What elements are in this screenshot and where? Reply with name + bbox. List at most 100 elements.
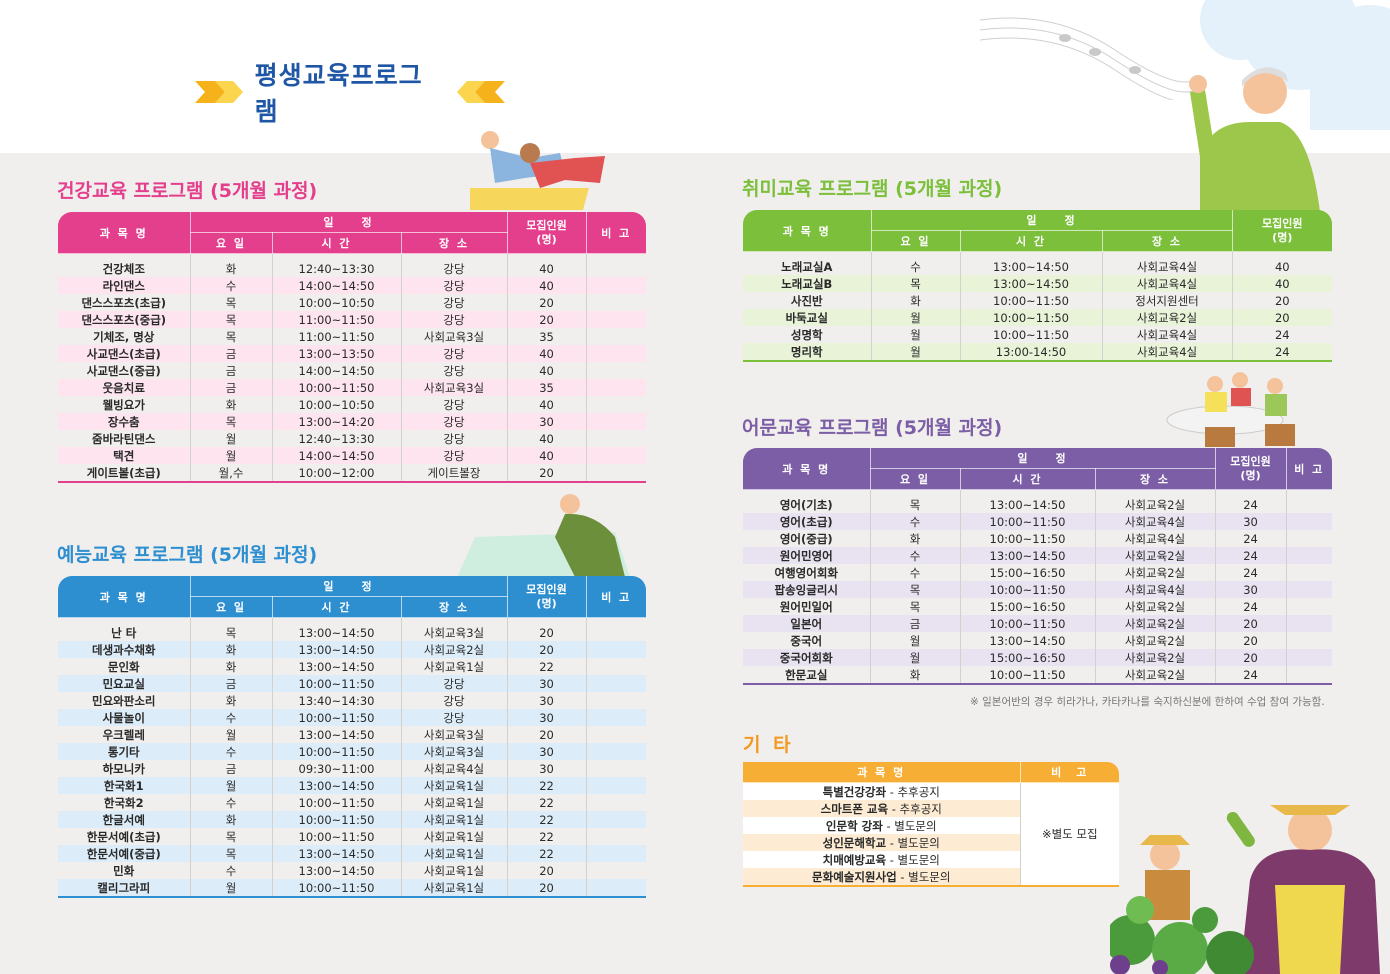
subject-cell: 영어(기초)	[743, 489, 871, 513]
schedule-header: 일 정	[871, 210, 1233, 231]
table-row: 사교댄스(중급) 금 14:00~14:50 강당 40	[58, 362, 646, 379]
day-cell: 화	[190, 396, 273, 413]
table-row: 캘리그라피 월 10:00~11:50 사회교육1실 20	[58, 879, 647, 898]
subject-cell: 캘리그라피	[58, 879, 191, 898]
day-cell: 수	[870, 513, 961, 530]
place-cell: 사회교육3실	[401, 617, 508, 641]
day-cell: 화	[190, 658, 273, 675]
day-cell: 월	[190, 777, 273, 794]
subject-cell: 바둑교실	[743, 309, 872, 326]
day-cell: 목	[190, 617, 273, 641]
time-cell: 10:00~11:50	[272, 379, 402, 396]
capacity-cell: 30	[507, 709, 587, 726]
place-cell: 사회교육2실	[1095, 666, 1216, 685]
etc-item-detail: - 추후공지	[886, 784, 940, 799]
table-row: 한국화1 월 13:00~14:50 사회교육1실 22	[58, 777, 647, 794]
place-cell: 강당	[401, 253, 508, 277]
time-cell: 13:00~14:50	[272, 658, 402, 675]
subject-cell: 명리학	[743, 343, 872, 362]
day-cell: 수	[190, 743, 273, 760]
time-cell: 13:00~14:50	[960, 275, 1103, 292]
subject-cell: 사교댄스(중급)	[58, 362, 191, 379]
table-row: 댄스스포츠(초급) 목 10:00~10:50 강당 20	[58, 294, 646, 311]
subject-cell: 라인댄스	[58, 277, 191, 294]
time-cell: 10:00~11:50	[272, 828, 402, 845]
time-cell: 10:00~11:50	[272, 811, 402, 828]
capacity-cell: 24	[1232, 343, 1333, 362]
note-cell	[586, 726, 646, 743]
capacity-cell: 30	[507, 413, 587, 430]
subject-header: 과 목 명	[743, 762, 1021, 783]
subject-cell: 영어(초급)	[743, 513, 871, 530]
note-cell	[586, 413, 646, 430]
day-cell: 화	[871, 292, 961, 309]
subject-cell: 데생과수채화	[58, 641, 191, 658]
etc-item-name: 성인문해학교	[822, 835, 887, 850]
place-cell: 정서지원센터	[1102, 292, 1233, 309]
place-cell: 강당	[401, 709, 508, 726]
table-row: 한국화2 수 10:00~11:50 사회교육1실 22	[58, 794, 646, 811]
place-cell: 강당	[401, 277, 508, 294]
capacity-cell: 40	[507, 396, 587, 413]
table-row: 민요교실 금 10:00~11:50 강당 30	[58, 675, 647, 692]
hobby-section-title: 취미교육 프로그램 (5개월 과정)	[742, 178, 1003, 200]
note-cell	[586, 675, 646, 692]
day-cell: 목	[190, 294, 273, 311]
place-cell: 사회교육4실	[1102, 343, 1233, 362]
note-cell	[586, 311, 646, 328]
japanese-class-note: ※ 일본어반의 경우 히라가나, 카타카나를 숙지하신분에 한하여 수업 참여 …	[970, 696, 1325, 708]
capacity-cell: 22	[507, 811, 587, 828]
subject-cell: 영어(중급)	[743, 530, 871, 547]
time-cell: 13:00~14:50	[960, 489, 1096, 513]
day-cell: 화	[190, 641, 273, 658]
table-row: 영어(기초) 목 13:00~14:50 사회교육2실 24	[743, 489, 1332, 513]
capacity-cell: 24	[1215, 530, 1287, 547]
place-cell: 사회교육1실	[401, 794, 508, 811]
table-row: 사교댄스(초급) 금 13:00~13:50 강당 40	[58, 345, 647, 362]
table-row: 통기타 수 10:00~11:50 사회교육3실 30	[58, 743, 647, 760]
etc-section-title: 기 타	[743, 734, 794, 756]
note-cell	[586, 709, 646, 726]
etc-item-detail: - 별도문의	[896, 869, 951, 884]
time-cell: 10:00~10:50	[272, 396, 402, 413]
note-header: 비 고	[1286, 448, 1333, 490]
subject-header: 과 목 명	[743, 210, 872, 252]
time-cell: 15:00~16:50	[960, 649, 1096, 666]
table-row: 줌바라틴댄스 월 12:40~13:30 강당 40	[58, 430, 646, 447]
subject-cell: 중국어	[743, 632, 871, 649]
place-header: 장 소	[401, 596, 508, 618]
time-cell: 15:00~16:50	[960, 564, 1096, 581]
place-cell: 사회교육1실	[401, 777, 508, 794]
subject-cell: 한국화1	[58, 777, 191, 794]
place-header: 장 소	[401, 232, 508, 254]
day-header: 요 일	[871, 230, 961, 252]
table-row: 바둑교실 월 10:00~11:50 사회교육2실 20	[743, 309, 1333, 326]
subject-cell: 노래교실A	[743, 251, 872, 275]
etc-item-name: 치매예방교육	[822, 852, 887, 867]
note-cell	[1286, 598, 1332, 615]
note-cell	[586, 845, 646, 862]
subject-cell: 웰빙요가	[58, 396, 191, 413]
time-cell: 09:30~11:00	[272, 760, 402, 777]
note-cell	[586, 345, 646, 362]
etc-item-detail: - 추후공지	[888, 801, 942, 816]
day-cell: 목	[871, 275, 961, 292]
capacity-cell: 30	[507, 692, 587, 709]
time-header: 시 간	[960, 230, 1103, 252]
subject-cell: 여행영어회화	[743, 564, 871, 581]
capacity-cell: 30	[507, 743, 587, 760]
place-cell: 강당	[401, 345, 508, 362]
page-title: 평생교육프로그램	[195, 61, 506, 126]
time-cell: 15:00~16:50	[960, 598, 1096, 615]
time-cell: 13:00~14:50	[272, 726, 402, 743]
day-cell: 금	[190, 379, 273, 396]
capacity-cell: 30	[1215, 513, 1287, 530]
etc-item-name: 문화예술지원사업	[812, 869, 897, 884]
place-cell: 사회교육1실	[401, 828, 508, 845]
capacity-cell: 24	[1215, 489, 1287, 513]
day-cell: 월	[190, 430, 273, 447]
time-cell: 10:00~11:50	[960, 530, 1096, 547]
subject-header: 과 목 명	[58, 212, 191, 254]
place-cell: 사회교육3실	[401, 726, 508, 743]
